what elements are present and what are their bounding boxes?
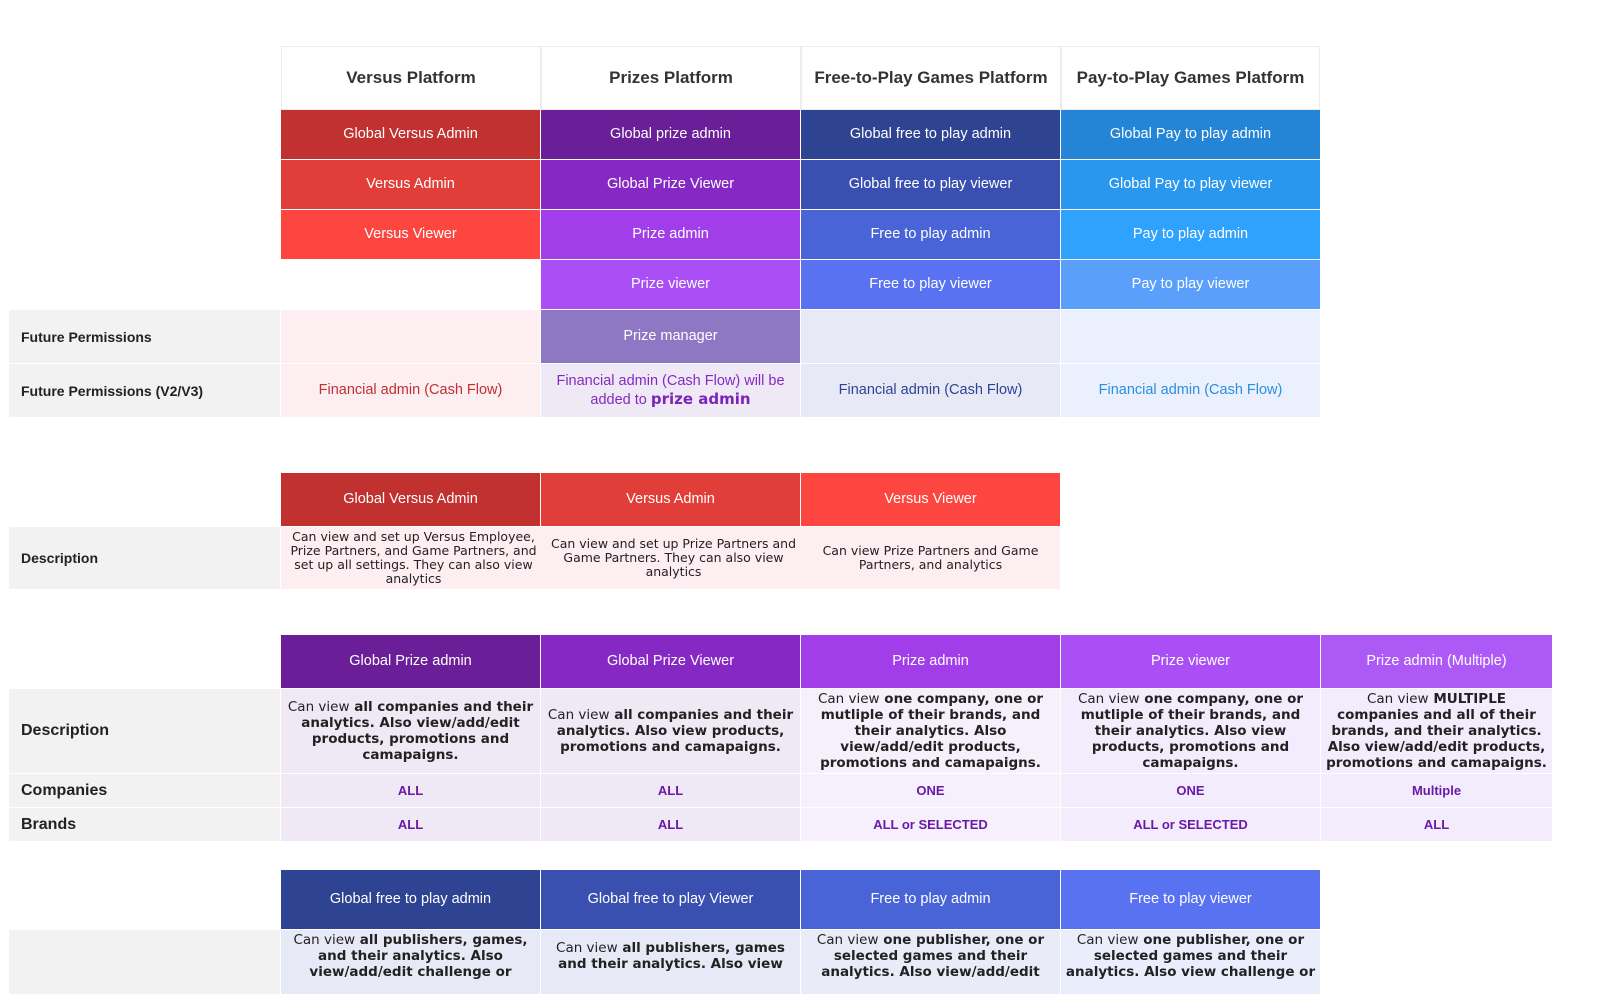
role-global-versus-admin: Global Versus Admin <box>281 110 540 159</box>
free-desc-viewer: Can view one publisher, one or selected … <box>1061 930 1320 994</box>
future-v2-free: Financial admin (Cash Flow) <box>801 364 1060 417</box>
role-prize-viewer: Prize viewer <box>541 260 800 309</box>
prize-desc-admin: Can view one company, one or mutliple of… <box>801 689 1060 773</box>
prize-brands-admin-multiple: ALL <box>1321 808 1552 841</box>
prize-brands-global-admin: ALL <box>281 808 540 841</box>
versus-row-label-description: Description <box>9 527 280 589</box>
role-global-prize-admin: Global prize admin <box>541 110 800 159</box>
prize-desc-prefix: Can view <box>1077 690 1140 707</box>
versus-desc-admin: Can view and set up Prize Partners and G… <box>541 527 806 589</box>
free-desc-prefix: Can view <box>556 940 618 956</box>
prize-companies-global-viewer: ALL <box>541 774 800 807</box>
prize-brands-viewer: ALL or SELECTED <box>1061 808 1320 841</box>
free-desc-prefix: Can view <box>293 932 356 948</box>
versus-header-viewer: Versus Viewer <box>801 473 1060 526</box>
prize-row-label-brands: Brands <box>9 808 280 841</box>
role-versus-admin: Versus Admin <box>281 160 540 209</box>
prize-companies-global-admin: ALL <box>281 774 540 807</box>
prize-desc-text: one company, one or mutliple of their br… <box>820 690 1044 772</box>
future-pay-cell <box>1061 310 1320 363</box>
versus-header-admin: Versus Admin <box>541 473 800 526</box>
future-v2-prize: Financial admin (Cash Flow) will be adde… <box>541 364 800 417</box>
header-pay-to-play-platform: Pay-to-Play Games Platform <box>1061 46 1320 110</box>
prize-desc-prefix: Can view <box>287 698 350 715</box>
prize-row-label-description: Description <box>9 689 280 773</box>
role-pay-to-play-admin: Pay to play admin <box>1061 210 1320 259</box>
versus-desc-global-admin: Can view and set up Versus Employee, Pri… <box>281 527 546 589</box>
role-global-free-to-play-viewer: Global free to play viewer <box>801 160 1060 209</box>
future-v2-prize-text: Financial admin (Cash Flow) will be adde… <box>556 372 785 408</box>
future-versus-cell <box>281 310 540 363</box>
free-row-label-description <box>9 930 280 994</box>
free-desc-text: one publisher, one or selected games and… <box>821 932 1045 981</box>
role-free-to-play-viewer: Free to play viewer <box>801 260 1060 309</box>
future-v2-versus: Financial admin (Cash Flow) <box>281 364 540 417</box>
future-free-cell <box>801 310 1060 363</box>
row-label-future-permissions-v2-v3: Future Permissions (V2/V3) <box>9 364 280 417</box>
prize-desc-viewer: Can view one company, one or mutliple of… <box>1061 689 1320 773</box>
prize-header-global-admin: Global Prize admin <box>281 635 540 688</box>
header-prizes-platform: Prizes Platform <box>541 46 801 110</box>
prize-header-admin-multiple: Prize admin (Multiple) <box>1321 635 1552 688</box>
prize-brands-admin: ALL or SELECTED <box>801 808 1060 841</box>
prize-brands-global-viewer: ALL <box>541 808 800 841</box>
role-global-pay-to-play-admin: Global Pay to play admin <box>1061 110 1320 159</box>
role-free-to-play-admin: Free to play admin <box>801 210 1060 259</box>
prize-desc-text: all companies and their analytics. Also … <box>301 698 534 764</box>
role-versus-viewer: Versus Viewer <box>281 210 540 259</box>
prize-desc-prefix: Can view <box>817 690 880 707</box>
role-global-prize-viewer: Global Prize Viewer <box>541 160 800 209</box>
versus-header-global-admin: Global Versus Admin <box>281 473 540 526</box>
free-header-global-viewer: Global free to play Viewer <box>541 870 800 929</box>
free-desc-prefix: Can view <box>816 932 879 948</box>
prize-desc-text: MULTIPLE companies and all of their bran… <box>1326 690 1547 772</box>
future-prize-manager: Prize manager <box>541 310 800 363</box>
role-global-free-to-play-admin: Global free to play admin <box>801 110 1060 159</box>
prize-desc-text: one company, one or mutliple of their br… <box>1080 690 1304 772</box>
role-prize-admin: Prize admin <box>541 210 800 259</box>
prize-companies-admin: ONE <box>801 774 1060 807</box>
free-header-global-admin: Global free to play admin <box>281 870 540 929</box>
future-v2-pay: Financial admin (Cash Flow) <box>1061 364 1320 417</box>
prize-header-admin: Prize admin <box>801 635 1060 688</box>
header-free-to-play-platform: Free-to-Play Games Platform <box>801 46 1061 110</box>
header-versus-platform: Versus Platform <box>281 46 541 110</box>
prize-desc-global-viewer: Can view all companies and their analyti… <box>541 689 800 773</box>
prize-companies-viewer: ONE <box>1061 774 1320 807</box>
prize-companies-admin-multiple: Multiple <box>1321 774 1552 807</box>
prize-desc-admin-multiple: Can view MULTIPLE companies and all of t… <box>1321 689 1552 773</box>
row-label-future-permissions: Future Permissions <box>9 310 280 363</box>
prize-header-global-viewer: Global Prize Viewer <box>541 635 800 688</box>
versus-desc-viewer: Can view Prize Partners and Game Partner… <box>801 527 1060 589</box>
role-global-pay-to-play-viewer: Global Pay to play viewer <box>1061 160 1320 209</box>
free-desc-global-admin: Can view all publishers, games, and thei… <box>281 930 540 994</box>
prize-desc-prefix: Can view <box>1366 690 1429 707</box>
role-pay-to-play-viewer: Pay to play viewer <box>1061 260 1320 309</box>
free-desc-admin: Can view one publisher, one or selected … <box>801 930 1060 994</box>
prize-header-viewer: Prize viewer <box>1061 635 1320 688</box>
free-desc-text: all publishers, games and their analytic… <box>558 940 785 973</box>
free-header-admin: Free to play admin <box>801 870 1060 929</box>
prize-desc-prefix: Can view <box>547 706 610 723</box>
free-desc-global-viewer: Can view all publishers, games and their… <box>541 930 800 994</box>
future-v2-prize-bold: prize admin <box>650 390 751 408</box>
free-desc-text: one publisher, one or selected games and… <box>1065 932 1316 981</box>
free-desc-prefix: Can view <box>1076 932 1139 948</box>
prize-desc-global-admin: Can view all companies and their analyti… <box>281 689 540 773</box>
prize-row-label-companies: Companies <box>9 774 280 807</box>
prize-desc-text: all companies and their analytics. Also … <box>556 706 794 756</box>
free-desc-text: all publishers, games, and their analyti… <box>309 932 528 981</box>
free-header-viewer: Free to play viewer <box>1061 870 1320 929</box>
